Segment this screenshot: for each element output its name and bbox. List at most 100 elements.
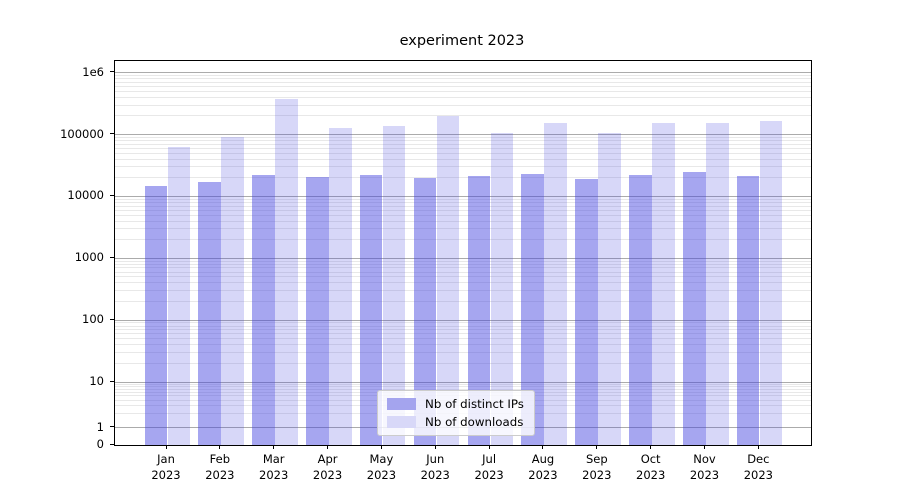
gridline — [115, 351, 811, 353]
x-tick-label-may: May 2023 — [351, 451, 411, 483]
gridline — [115, 134, 811, 136]
x-tick-mark — [757, 445, 759, 449]
plot-area — [114, 60, 812, 446]
x-tick-mark — [542, 445, 544, 449]
gridline — [115, 198, 811, 200]
x-tick-mark — [273, 445, 275, 449]
bar-distinct-ips-dec — [736, 175, 760, 445]
gridline — [115, 239, 811, 241]
bar-distinct-ips-sep — [575, 178, 598, 445]
x-tick-label-sep: Sep 2023 — [567, 451, 627, 483]
x-tick-mark — [488, 445, 490, 449]
gridline — [115, 177, 811, 179]
gridline — [115, 267, 811, 269]
x-tick-year: 2023 — [528, 468, 558, 482]
x-tick-year: 2023 — [689, 468, 720, 482]
x-tick-month: Jan — [157, 452, 175, 466]
y-tick-mark — [110, 194, 114, 196]
legend-swatch-downloads — [387, 416, 416, 428]
bar-downloads-nov — [706, 123, 729, 445]
gridline — [115, 115, 811, 117]
gridline — [115, 166, 811, 168]
y-tick-label: 0 — [96, 437, 104, 451]
y-tick-label: 10 — [89, 374, 104, 388]
gridline — [115, 209, 811, 211]
gridline — [115, 205, 811, 207]
y-tick-mark — [110, 71, 114, 73]
x-tick-month: Feb — [209, 452, 231, 466]
bar-downloads-jul — [490, 132, 514, 445]
x-tick-label-apr: Apr 2023 — [298, 451, 358, 483]
x-tick-month: Dec — [747, 452, 770, 466]
x-tick-month: May — [369, 452, 394, 466]
gridline — [115, 276, 811, 278]
gridline — [115, 75, 811, 77]
x-tick-label-oct: Oct 2023 — [621, 451, 681, 483]
x-tick-mark — [704, 445, 705, 449]
x-tick-year: 2023 — [474, 468, 504, 482]
legend: Nb of distinct IPs Nb of downloads — [377, 390, 535, 436]
bar-downloads-mar — [275, 98, 298, 445]
x-tick-year: 2023 — [205, 468, 235, 482]
gridline — [115, 152, 811, 154]
gridline — [115, 385, 811, 387]
x-tick-mark — [165, 445, 167, 449]
gridline — [115, 228, 811, 230]
x-tick-month: Sep — [585, 452, 608, 466]
x-tick-mark — [380, 445, 382, 449]
x-tick-month: Jul — [482, 452, 497, 466]
gridline — [115, 72, 811, 74]
bar-distinct-ips-jan — [144, 186, 167, 445]
gridline — [115, 271, 811, 273]
x-tick-mark — [219, 445, 221, 449]
legend-item-downloads: Nb of downloads — [387, 415, 524, 429]
bar-distinct-ips-feb — [198, 182, 221, 445]
x-tick-label-nov: Nov 2023 — [675, 451, 735, 483]
bar-distinct-ips-jul — [467, 175, 491, 445]
x-tick-label-jun: Jun 2023 — [405, 451, 465, 483]
y-tick-label: 100 — [82, 312, 104, 327]
gridline — [115, 85, 811, 87]
bar-distinct-ips-jun — [413, 178, 437, 445]
x-tick-mark — [650, 445, 652, 449]
legend-item-distinct-ips: Nb of distinct IPs — [387, 397, 524, 411]
gridline — [115, 214, 811, 216]
x-tick-month: Oct — [640, 452, 661, 466]
bar-distinct-ips-nov — [683, 171, 706, 445]
gridline — [115, 333, 811, 335]
y-tick-mark — [110, 426, 114, 427]
x-tick-mark — [434, 445, 436, 449]
x-tick-month: Jun — [426, 452, 445, 466]
gridline — [115, 220, 811, 222]
x-tick-label-jul: Jul 2023 — [459, 451, 519, 483]
bar-downloads-may — [382, 126, 406, 445]
x-tick-label-feb: Feb 2023 — [190, 451, 250, 483]
bar-distinct-ips-may — [359, 174, 383, 445]
x-tick-year: 2023 — [582, 468, 612, 482]
x-tick-label-jan: Jan 2023 — [136, 451, 196, 483]
x-tick-label-dec: Dec 2023 — [728, 451, 788, 483]
bars-layer — [115, 61, 811, 445]
gridline — [115, 136, 811, 138]
gridline — [115, 143, 811, 145]
y-tick-label: 100000 — [60, 126, 104, 141]
x-tick-year: 2023 — [151, 468, 181, 482]
x-tick-month: Nov — [693, 452, 716, 466]
gridline — [115, 81, 811, 83]
y-tick-mark — [110, 443, 114, 445]
bar-distinct-ips-apr — [306, 176, 329, 445]
gridlines-layer — [115, 61, 811, 445]
gridline — [115, 388, 811, 390]
gridline — [115, 78, 811, 80]
gridline — [115, 147, 811, 149]
x-tick-label-mar: Mar 2023 — [244, 451, 304, 483]
legend-swatch-distinct-ips — [387, 398, 416, 410]
bar-downloads-jun — [436, 115, 460, 445]
bar-downloads-jan — [167, 147, 190, 445]
x-tick-mark — [596, 445, 598, 449]
y-tick-mark — [110, 380, 114, 382]
bar-downloads-apr — [329, 128, 352, 445]
bar-downloads-dec — [759, 121, 783, 445]
gridline — [115, 325, 811, 327]
gridline — [115, 257, 811, 259]
